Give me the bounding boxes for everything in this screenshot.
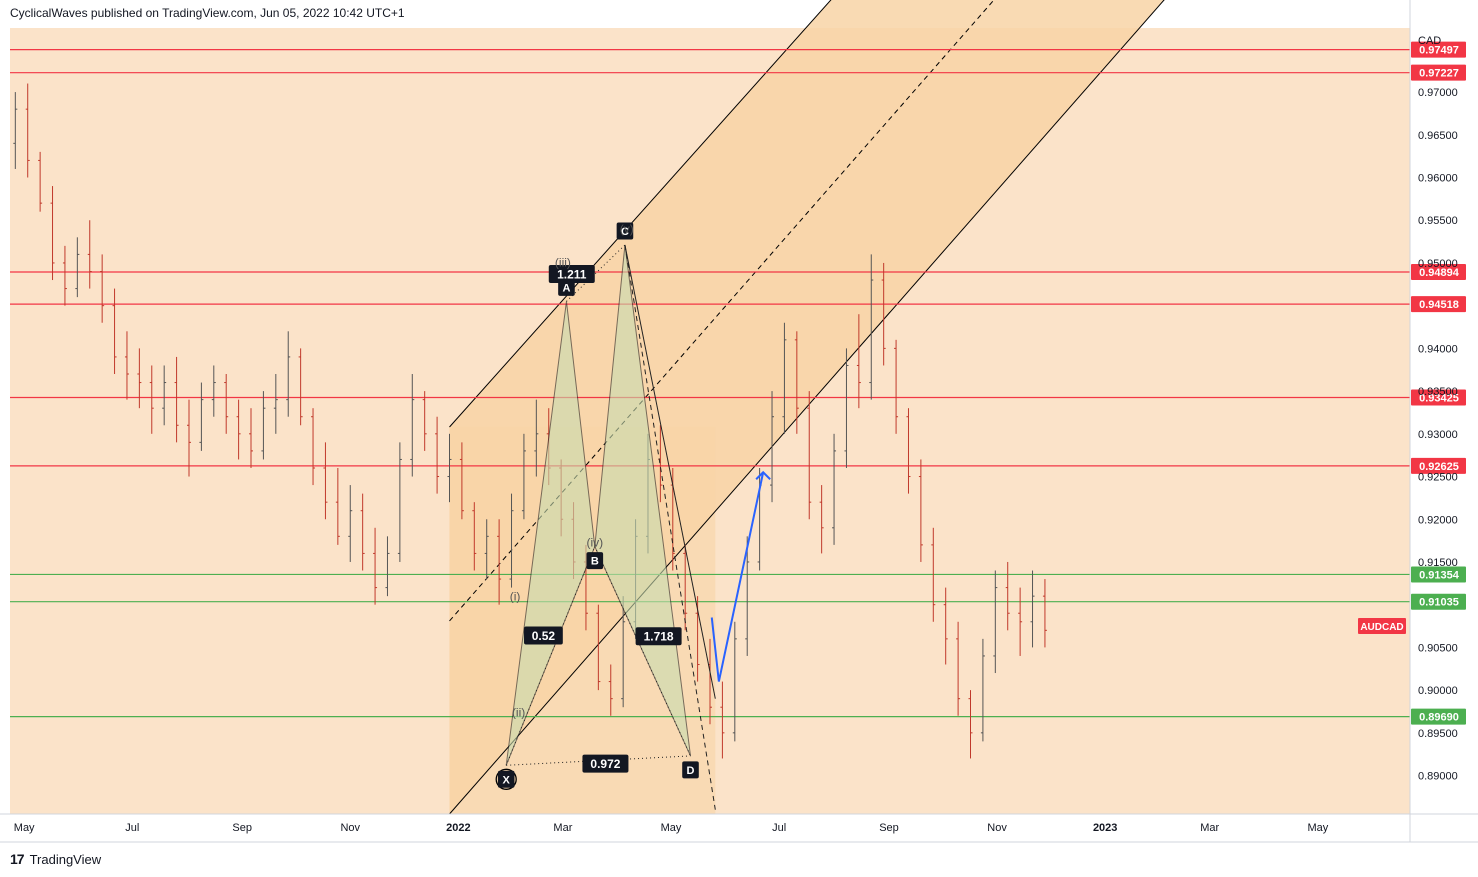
time-tick-6: May bbox=[661, 822, 682, 834]
channel-band-layer bbox=[449, 0, 1165, 815]
level-tag-7: 0.91035 bbox=[1419, 597, 1459, 609]
pattern-ac-dotted bbox=[566, 244, 626, 302]
publish-info: CyclicalWaves published on TradingView.c… bbox=[10, 6, 405, 20]
wave-label-1: (ii) bbox=[512, 706, 525, 720]
time-tick-3: Nov bbox=[340, 822, 360, 834]
wave-label-3: (iv) bbox=[586, 536, 603, 550]
pattern-point-A: A bbox=[562, 282, 570, 294]
wave-label-4: (v) bbox=[620, 222, 634, 236]
time-tick-0: May bbox=[14, 822, 35, 834]
price-tick-0: 0.97000 bbox=[1418, 87, 1458, 99]
time-tick-9: Nov bbox=[987, 822, 1007, 834]
price-tick-11: 0.90500 bbox=[1418, 642, 1458, 654]
level-tag-bg-2 bbox=[1411, 264, 1466, 281]
pattern-point-D-bg bbox=[682, 761, 699, 779]
price-tick-1: 0.96500 bbox=[1418, 130, 1458, 142]
price-tick-5: 0.94000 bbox=[1418, 343, 1458, 355]
pattern-point-D: D bbox=[687, 765, 695, 777]
price-tick-10: 0.91500 bbox=[1418, 557, 1458, 569]
level-tag-4: 0.93425 bbox=[1419, 393, 1459, 405]
level-tag-bg-8 bbox=[1411, 708, 1466, 725]
pattern-ratio-2: 1.718 bbox=[644, 630, 674, 644]
level-tag-1: 0.97227 bbox=[1419, 68, 1459, 80]
time-tick-11: Mar bbox=[1200, 822, 1219, 834]
horizontal-levels-layer: 0.97497 0.97227 0.94894 0.94518 0.93425 0.926… bbox=[10, 41, 1466, 725]
tradingview-footer[interactable]: 17 TradingView bbox=[10, 851, 101, 867]
channel-lower-line bbox=[449, 0, 1165, 815]
pattern-point-C-bg bbox=[616, 222, 634, 240]
time-axis[interactable]: May Jul Sep Nov 2022 Mar May Jul Sep Nov 2023 Mar Ma… bbox=[0, 813, 1478, 843]
pattern-ratio-1-bg bbox=[548, 265, 595, 284]
time-tick-1: Jul bbox=[125, 822, 139, 834]
price-tick-2: 0.96000 bbox=[1418, 173, 1458, 185]
candles-layer bbox=[13, 83, 1047, 759]
channel-upper-line bbox=[449, 0, 832, 428]
price-tick-7: 0.93000 bbox=[1418, 429, 1458, 441]
pattern-point-X-ring bbox=[495, 768, 517, 790]
level-tag-bg-7 bbox=[1411, 593, 1466, 610]
symbol-tag: AUDCAD bbox=[1360, 622, 1403, 633]
level-tag-bg-6 bbox=[1411, 566, 1466, 583]
time-tick-10: 2023 bbox=[1093, 822, 1117, 834]
pattern-xab-fill bbox=[505, 301, 596, 766]
level-tag-8: 0.89690 bbox=[1419, 712, 1459, 724]
level-tag-bg-0 bbox=[1411, 41, 1466, 58]
wave-label-2: (iii) bbox=[555, 255, 571, 269]
pattern-point-B-bg bbox=[586, 552, 604, 570]
level-tag-bg-5 bbox=[1411, 457, 1466, 474]
price-tick-6: 0.93500 bbox=[1418, 386, 1458, 398]
trendline-c bbox=[624, 244, 716, 699]
level-tag-bg-1 bbox=[1411, 64, 1466, 81]
price-tick-4: 0.95000 bbox=[1418, 258, 1458, 270]
time-tick-5: Mar bbox=[553, 822, 572, 834]
level-tag-5: 0.92625 bbox=[1419, 461, 1459, 473]
level-tag-0: 0.97497 bbox=[1419, 45, 1459, 57]
pattern-ratio-2-bg bbox=[635, 627, 682, 646]
price-tick-3: 0.95500 bbox=[1418, 215, 1458, 227]
level-tag-3: 0.94518 bbox=[1419, 299, 1459, 311]
tradingview-brand: TradingView bbox=[29, 851, 102, 867]
pattern-ratio-0-bg bbox=[524, 626, 563, 645]
level-tag-6: 0.91354 bbox=[1419, 569, 1460, 581]
pattern-point-C: C bbox=[621, 226, 629, 238]
currency-label: CAD bbox=[1418, 35, 1441, 47]
price-tick-9: 0.92000 bbox=[1418, 514, 1458, 526]
pattern-ratio-3-bg bbox=[582, 754, 629, 773]
time-tick-4: 2022 bbox=[446, 822, 470, 834]
pattern-point-B: B bbox=[591, 556, 599, 568]
wave-label-0: (i) bbox=[510, 589, 521, 603]
price-tick-8: 0.92500 bbox=[1418, 472, 1458, 484]
pattern-xb-dotted bbox=[505, 546, 596, 766]
time-tick-8: Sep bbox=[879, 822, 899, 834]
level-tag-2: 0.94894 bbox=[1419, 267, 1460, 279]
time-tick-12: May bbox=[1307, 822, 1328, 834]
pattern-ratio-3: 0.972 bbox=[590, 757, 620, 771]
projection-arrow-head bbox=[755, 470, 771, 480]
price-tick-12: 0.90000 bbox=[1418, 685, 1458, 697]
pattern-point-X: X bbox=[503, 774, 511, 786]
pattern-point-X-bg bbox=[497, 770, 515, 788]
price-axis[interactable]: 0.97000 0.96500 0.96000 0.95500 0.95000 0.940… bbox=[1409, 0, 1458, 842]
time-tick-2: Sep bbox=[232, 822, 252, 834]
tradingview-logo-icon: 17 bbox=[10, 851, 25, 867]
level-tag-bg-3 bbox=[1411, 296, 1466, 313]
pattern-point-A-bg bbox=[558, 278, 575, 296]
symbol-tag-bg bbox=[1358, 618, 1406, 635]
price-tick-13: 0.89500 bbox=[1418, 728, 1458, 740]
time-tick-7: Jul bbox=[772, 822, 786, 834]
level-tag-bg-4 bbox=[1411, 389, 1466, 406]
pattern-layer: X A B C D 0.52 1.211 1.718 0.972 (i) (ii) (iii) (iv)… bbox=[495, 222, 1406, 810]
pattern-ratio-1: 1.211 bbox=[557, 267, 587, 281]
projection-path bbox=[710, 472, 765, 682]
price-tick-14: 0.89000 bbox=[1418, 771, 1458, 783]
pattern-ratio-0: 0.52 bbox=[532, 629, 556, 643]
